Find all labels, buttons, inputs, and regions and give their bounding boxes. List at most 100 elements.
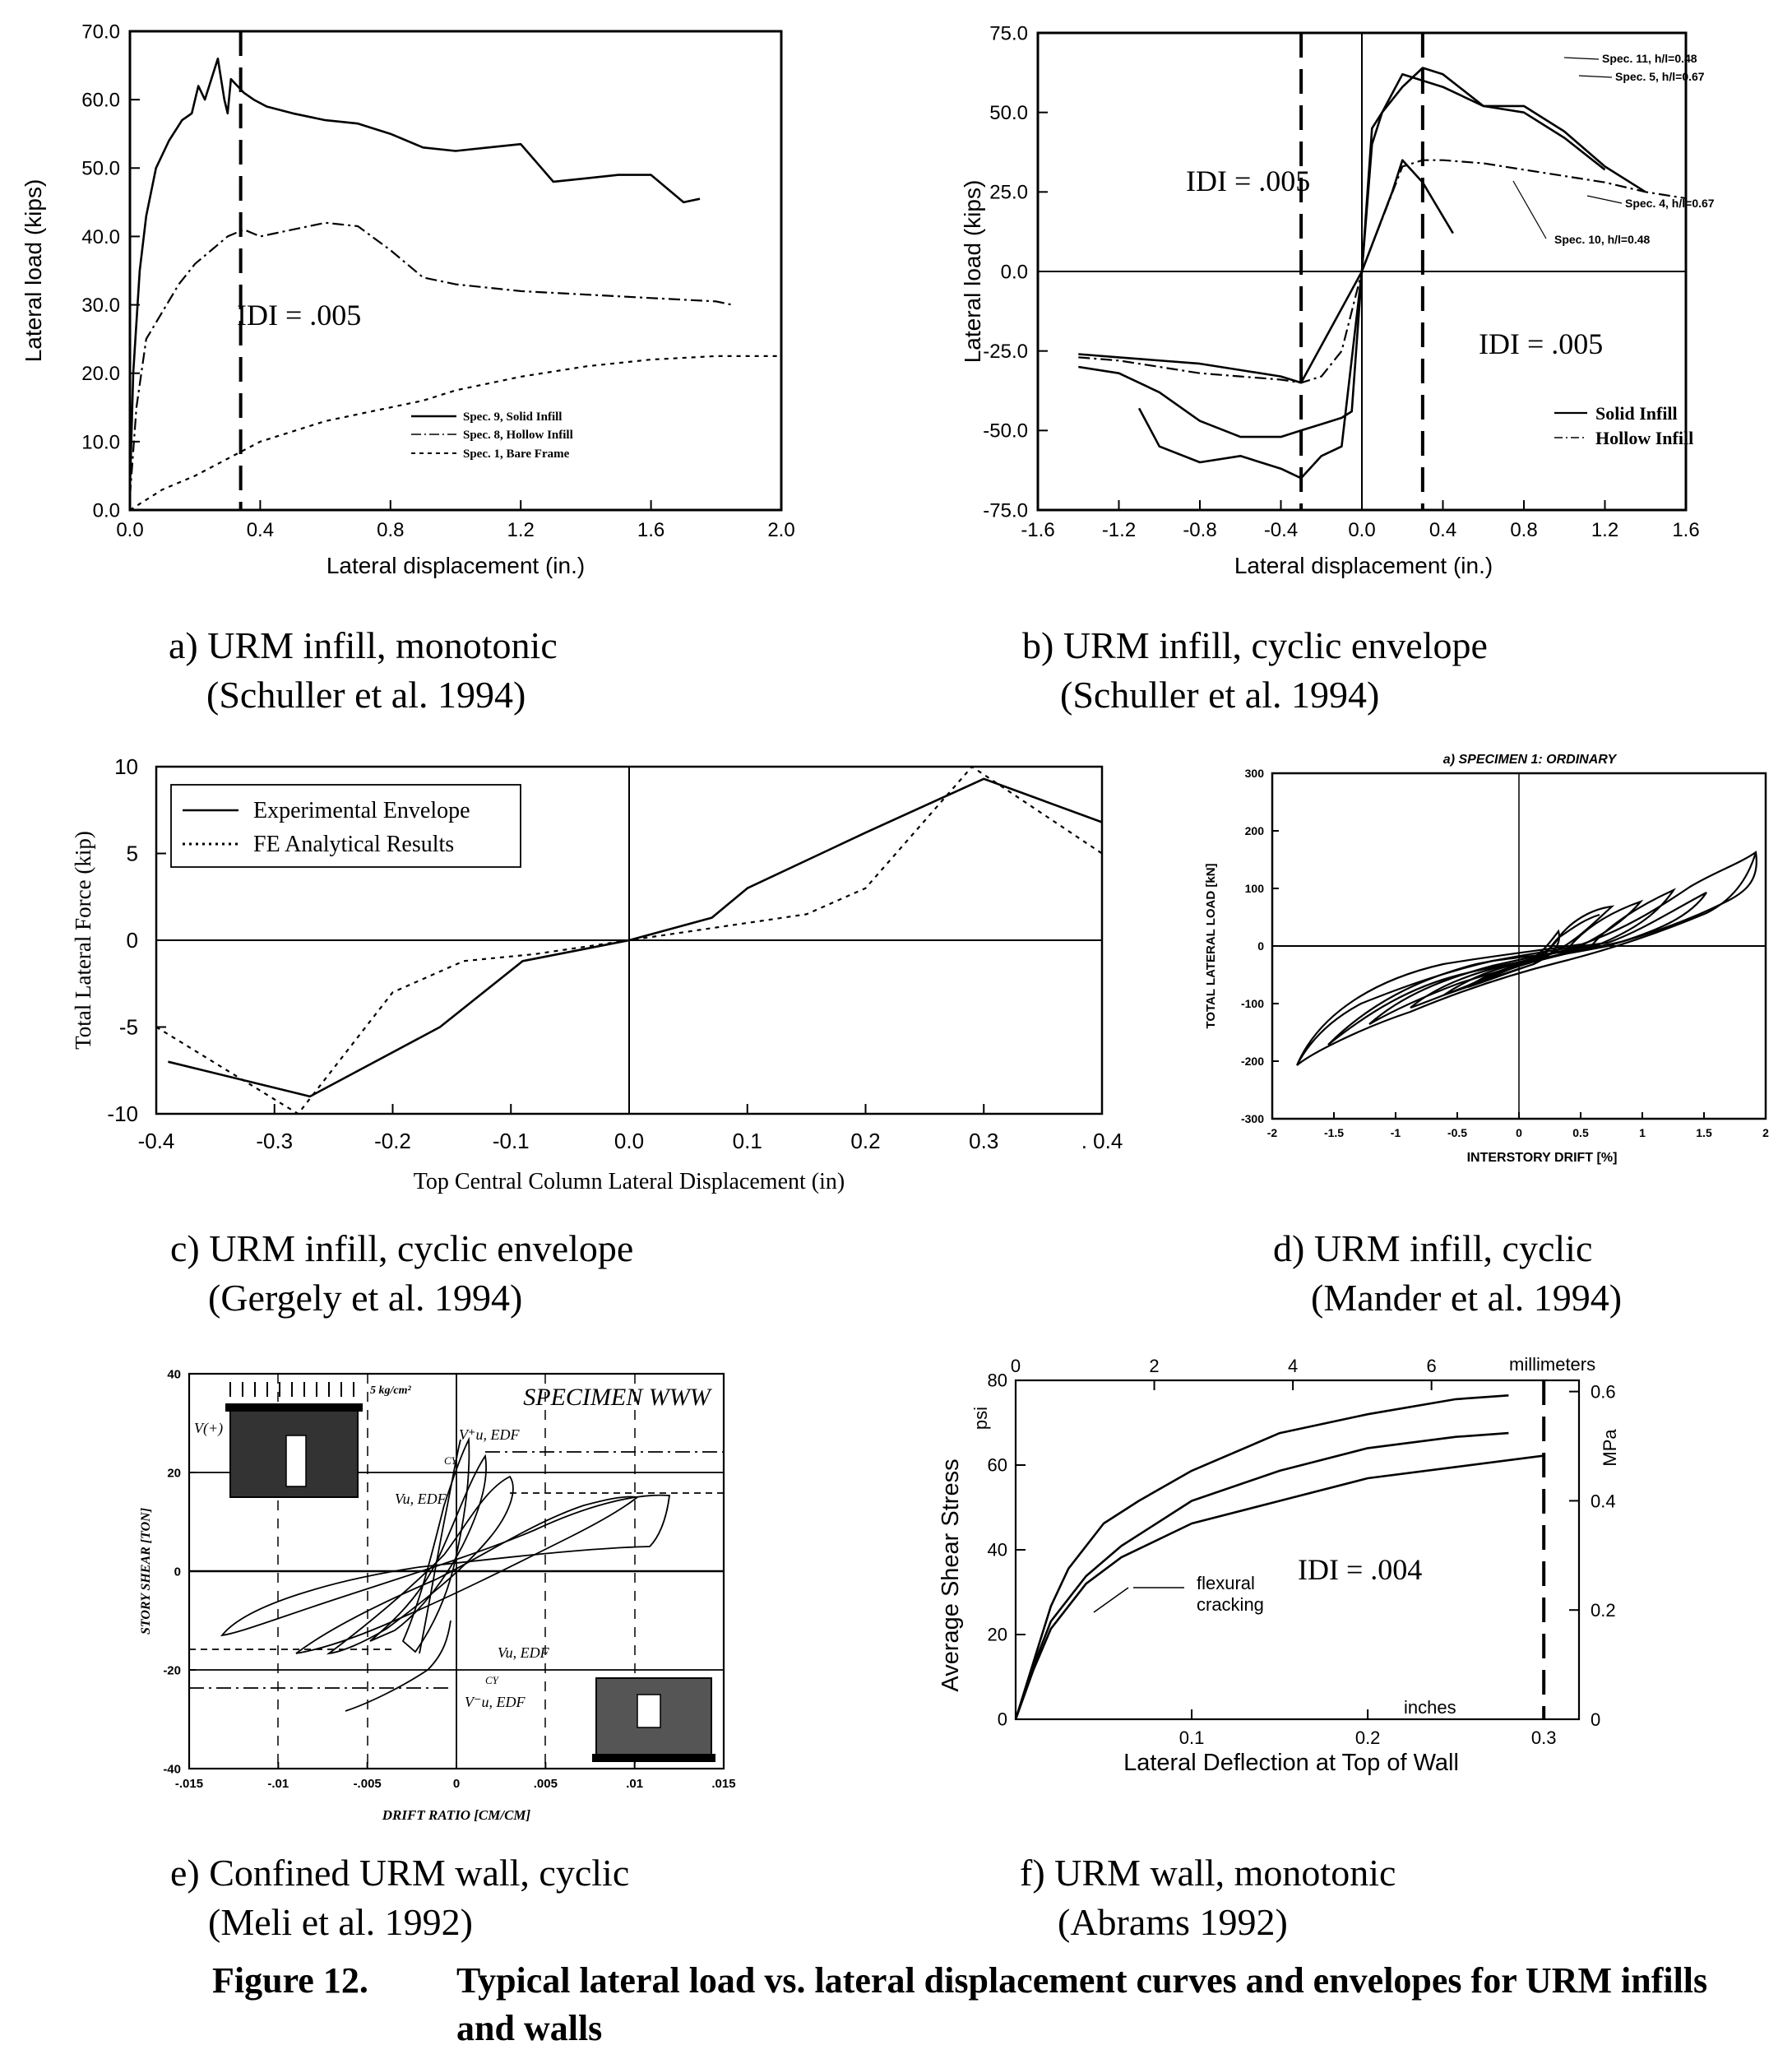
chart-a-frame — [128, 30, 783, 512]
right-tick-label: 0 — [1591, 1709, 1600, 1730]
ytick-label: 60.0 — [81, 90, 120, 112]
chart-f-top-label: millimeters — [1509, 1354, 1595, 1375]
xtick-label: -0.1 — [493, 1129, 530, 1153]
chart-c: -10 -5 0 5 10 -0.4 -0.3 -0.2 -0.1 0.0 0.1 0.2 0.3 . 0… — [71, 754, 1123, 1194]
xtick-label: 1.6 — [637, 519, 664, 541]
ytick-label: 10 — [114, 754, 138, 779]
top-tick-label: 4 — [1288, 1356, 1298, 1376]
chart-d-hysteresis-loops — [1295, 851, 1757, 1066]
ytick-label: 0 — [998, 1709, 1007, 1730]
figure-label: Figure 12. — [212, 1960, 368, 2001]
ytick-label: 0 — [1257, 939, 1264, 953]
chart-b-label-spec4: Spec. 4, h/l=0.67 — [1625, 197, 1715, 210]
xtick-label: -.005 — [354, 1777, 382, 1791]
chart-e: -40 -20 0 20 40 -.015 -.01 -.005 0 .005 .01 .015 SP… — [139, 1367, 736, 1823]
ytick-label: -50.0 — [983, 420, 1028, 443]
chart-e-ylabel: STORY SHEAR [TON] — [139, 1508, 153, 1635]
chart-b: -75.0 -50.0 -25.0 0.0 25.0 50.0 75.0 -1.6 -1.2 -0… — [960, 22, 1715, 578]
xtick-label: -1 — [1391, 1126, 1401, 1139]
ytick-label: -40 — [163, 1762, 181, 1776]
xtick-label: -.015 — [175, 1777, 203, 1791]
ytick-label: -20 — [163, 1663, 181, 1677]
ytick-label: 30.0 — [81, 294, 120, 317]
series-line-1 — [155, 765, 1103, 1115]
xtick-label: 0.4 — [1429, 519, 1456, 541]
chart-a-legend-0: Spec. 9, Solid Infill — [463, 410, 562, 424]
chart-e-ann-vu-top: V⁺u, EDF — [459, 1426, 520, 1443]
ytick-label: 300 — [1245, 767, 1265, 780]
xtick-label: -1.6 — [1021, 519, 1054, 541]
xtick-label: 0 — [453, 1777, 460, 1791]
chart-e-ann-vu-mid: Vu, EDF — [395, 1491, 447, 1507]
xtick-label: -0.4 — [1264, 519, 1298, 541]
chart-f-ylabel: Average Shear Stress — [938, 1458, 964, 1691]
chart-e-wall-sketch-top — [225, 1382, 363, 1498]
ytick-label: 50.0 — [81, 158, 120, 180]
chart-a-ylabel: Lateral load (kips) — [21, 179, 46, 363]
xtick-label: 2.0 — [767, 519, 794, 541]
xtick-label: 0.8 — [377, 519, 404, 541]
caption-a: a) URM infill, monotonic (Schuller et al… — [169, 624, 558, 716]
chart-f-cracking-note: flexural cracking — [1093, 1573, 1264, 1615]
figure-caption: Typical lateral load vs. lateral displac… — [456, 1960, 1708, 2048]
chart-f-idi-label: IDI = .004 — [1298, 1553, 1422, 1586]
xtick-label: 1.2 — [507, 519, 535, 541]
series-line-0 — [1014, 1394, 1509, 1720]
chart-b-idi-label-left: IDI = .005 — [1186, 165, 1310, 197]
ytick-label: 0.0 — [93, 499, 120, 522]
chart-e-wall-sketch-bottom — [592, 1677, 715, 1762]
chart-c-xlabel: Top Central Column Lateral Displacement … — [414, 1169, 845, 1194]
xtick-label: .01 — [626, 1777, 643, 1791]
xtick-label: 0 — [1516, 1126, 1522, 1139]
chart-e-ann-vu-low: Vu, EDF — [498, 1644, 550, 1661]
chart-a-legend-2: Spec. 1, Bare Frame — [463, 448, 570, 461]
chart-b-label-spec11: Spec. 11, h/l=0.48 — [1602, 52, 1697, 65]
ytick-label: 200 — [1245, 824, 1265, 837]
caption-c: c) URM infill, cyclic envelope (Gergely … — [170, 1227, 634, 1319]
chart-f-right-label: MPa — [1600, 1429, 1620, 1467]
chart-e-title: SPECIMEN WWW — [523, 1384, 712, 1411]
xtick-label: .005 — [534, 1777, 558, 1791]
ytick-label: -200 — [1241, 1055, 1264, 1068]
ytick-label: 10.0 — [81, 431, 120, 453]
ytick-label: 70.0 — [81, 21, 120, 43]
ytick-label: 5 — [127, 842, 138, 866]
series-line-1 — [128, 221, 733, 497]
ytick-label: 0.0 — [1001, 261, 1028, 283]
chart-f-frame — [1014, 1379, 1581, 1721]
xtick-label: 0.3 — [969, 1129, 998, 1153]
xtick-label: 1.2 — [1591, 519, 1618, 541]
series-line-0 — [168, 777, 1103, 1098]
xtick-label: -.01 — [267, 1777, 289, 1791]
chart-f-xlabel: Lateral Deflection at Top of Wall — [1123, 1750, 1459, 1776]
xtick-label: 1 — [1639, 1126, 1646, 1139]
chart-e-ann-vu-bottom: V⁻u, EDF — [465, 1694, 526, 1710]
chart-e-ann-vplus: V(+) — [194, 1420, 223, 1437]
series-line-0 — [128, 58, 701, 490]
ytick-label: 25.0 — [989, 182, 1028, 204]
xtick-label: 0.0 — [116, 519, 143, 541]
ytick-label: -75.0 — [983, 499, 1028, 522]
chart-b-legend: Solid Infill Hollow Infill — [1554, 403, 1693, 448]
chart-f-ylabel-unit: psi — [970, 1407, 991, 1430]
ytick-label: 75.0 — [989, 22, 1028, 44]
caption-e: e) Confined URM wall, cyclic (Meli et al… — [170, 1852, 630, 1943]
xtick-label: 1.5 — [1696, 1126, 1712, 1139]
xtick-label: . 0.4 — [1081, 1129, 1123, 1153]
chart-b-xlabel: Lateral displacement (in.) — [1234, 553, 1493, 578]
xtick-label: -0.4 — [138, 1129, 175, 1153]
xtick-label: 0.4 — [247, 519, 274, 541]
xtick-label: 1.6 — [1672, 519, 1699, 541]
xtick-label: 0.1 — [733, 1129, 762, 1153]
caption-d: d) URM infill, cyclic (Mander et al. 199… — [1273, 1227, 1623, 1319]
xtick-label: -1.2 — [1102, 519, 1136, 541]
top-tick-label: 2 — [1149, 1356, 1159, 1376]
chart-a: 0.0 10.0 20.0 30.0 40.0 50.0 60.0 70.0 0.0 0.4 0.8… — [21, 21, 795, 578]
xtick-label: 0.0 — [1348, 519, 1375, 541]
chart-b-series-labels: Spec. 11, h/l=0.48 Spec. 5, h/l=0.67 Spe… — [1512, 52, 1715, 246]
ytick-label: 80 — [988, 1370, 1007, 1391]
ytick-label: 40 — [167, 1367, 181, 1381]
chart-f-note-text: flexural cracking — [1197, 1573, 1264, 1615]
series-line-1 — [1014, 1431, 1509, 1720]
ytick-label: 40.0 — [81, 226, 120, 248]
